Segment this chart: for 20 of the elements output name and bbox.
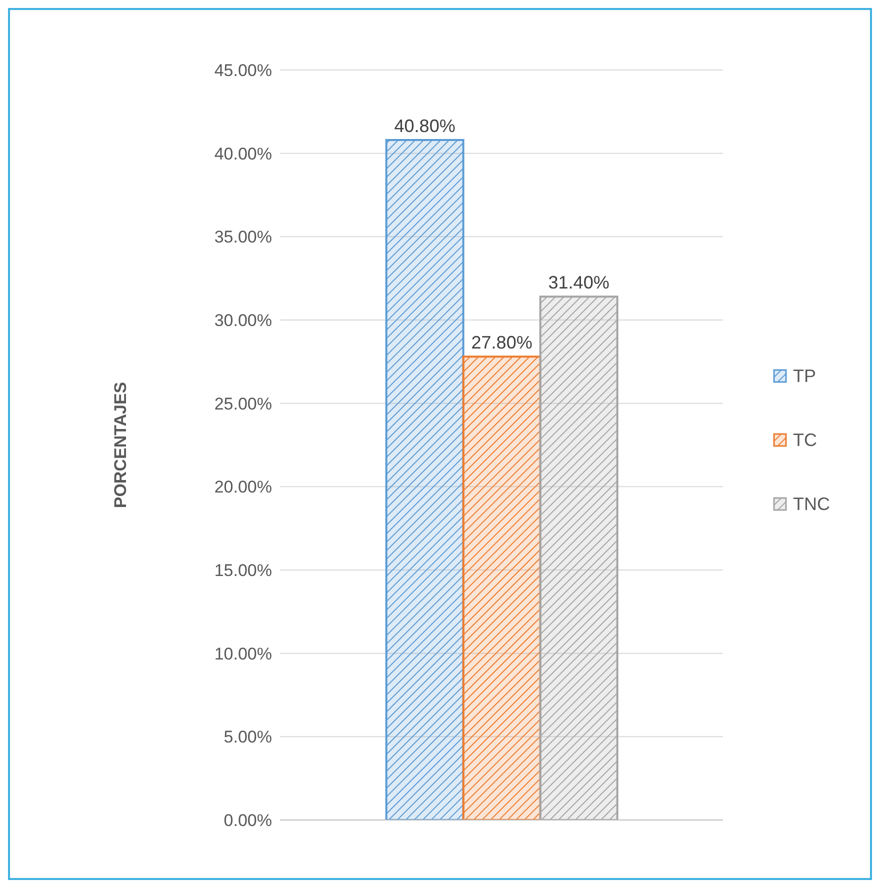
y-tick-label: 45.00% [214, 61, 272, 80]
bar [462, 356, 542, 820]
y-tick-label: 30.00% [214, 311, 272, 330]
legend-label: TNC [793, 493, 830, 516]
y-tick-label: 0.00% [224, 811, 272, 830]
legend-label: TC [793, 429, 817, 452]
data-label: 40.80% [394, 116, 456, 136]
y-tick-label: 40.00% [214, 144, 272, 164]
bar [385, 139, 464, 820]
y-tick-label: 5.00% [224, 728, 272, 747]
y-tick-label: 25.00% [214, 394, 272, 414]
y-tick-label: 10.00% [214, 644, 272, 664]
y-tick-label: 35.00% [214, 228, 272, 247]
data-label: 27.80% [471, 332, 532, 353]
y-tick-label: 20.00% [214, 478, 272, 497]
data-label: 31.40% [548, 272, 610, 293]
bar [539, 296, 618, 820]
legend-label: TP [793, 365, 816, 388]
y-tick-label: 15.00% [214, 561, 272, 580]
y-axis-title: PORCENTAJES [111, 382, 130, 508]
